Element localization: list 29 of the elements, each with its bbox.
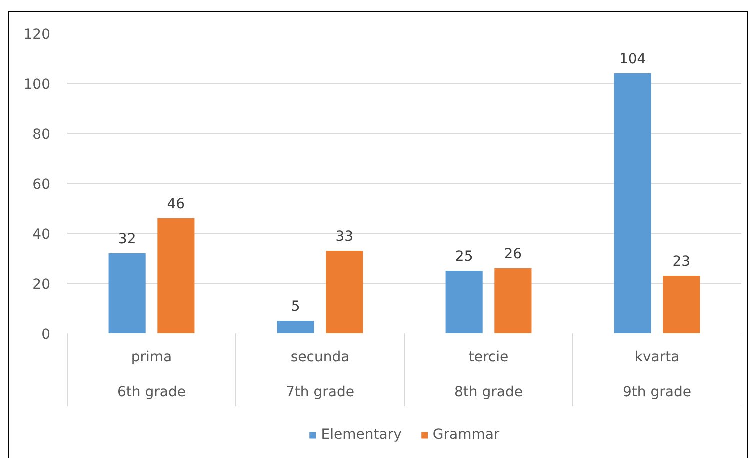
data-label: 32 (118, 232, 136, 248)
bar (277, 321, 314, 334)
y-tick-label: 120 (24, 27, 51, 43)
bar (663, 276, 700, 334)
bar (494, 268, 532, 334)
legend-label: Elementary (321, 427, 402, 443)
category-label: tercie 8th grade (454, 350, 523, 400)
bar (614, 74, 652, 334)
data-label: 25 (455, 249, 474, 265)
y-tick-label: 0 (42, 327, 51, 343)
y-tick-label: 40 (32, 227, 51, 243)
bar (108, 254, 146, 334)
y-tick-label: 60 (32, 177, 51, 193)
data-label: 33 (336, 229, 354, 245)
data-label: 26 (504, 246, 522, 262)
bar (158, 218, 195, 334)
y-tick-label: 80 (32, 127, 51, 143)
data-label: 46 (167, 196, 186, 212)
data-label: 23 (672, 254, 691, 270)
legend-label: Grammar (432, 427, 500, 443)
category-label: kvarta 9th grade (623, 350, 692, 400)
data-label: 104 (619, 52, 646, 68)
y-tick-label: 20 (32, 277, 51, 293)
bar (446, 271, 483, 334)
data-label: 5 (291, 299, 300, 315)
y-tick-label: 100 (24, 77, 51, 93)
bar (326, 251, 364, 334)
category-label: prima 6th grade (118, 350, 186, 400)
category-label: secunda 7th grade (286, 350, 354, 400)
